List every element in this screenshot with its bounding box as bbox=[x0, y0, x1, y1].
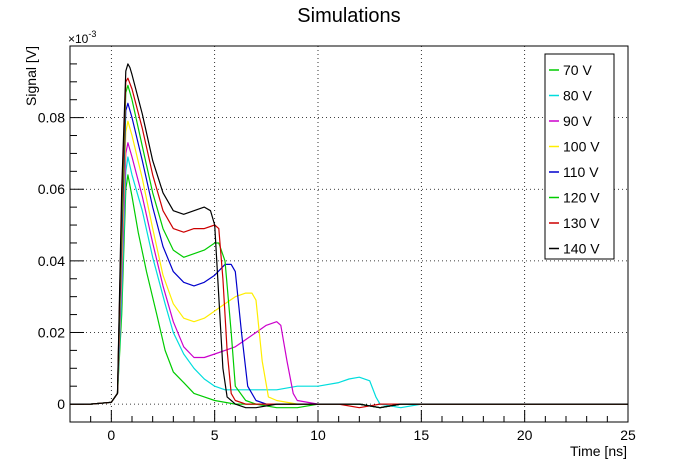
series-layer bbox=[70, 63, 628, 409]
chart-title: Simulations bbox=[297, 5, 400, 27]
plot-frame bbox=[69, 45, 629, 423]
series-line-140v bbox=[70, 63, 628, 409]
y-multiplier-exponent: -3 bbox=[88, 29, 96, 39]
y-tick-label: 0 bbox=[57, 396, 65, 412]
y-tick-label: 0.06 bbox=[38, 181, 65, 197]
legend-box bbox=[544, 53, 615, 260]
x-tick-label: 0 bbox=[107, 427, 115, 443]
y-tick-label: 0.02 bbox=[38, 324, 65, 340]
legend-label-130v: 130 V bbox=[563, 215, 600, 231]
y-tick-label: 0.04 bbox=[38, 253, 65, 269]
legend-label-100v: 100 V bbox=[563, 139, 600, 155]
x-tick-label: 15 bbox=[414, 427, 430, 443]
x-tick-label: 5 bbox=[211, 427, 219, 443]
axis-ticks bbox=[69, 63, 629, 423]
y-multiplier-base: ×10 bbox=[68, 32, 89, 46]
x-tick-label: 10 bbox=[310, 427, 326, 443]
y-multiplier-label: ×10-3 bbox=[68, 29, 96, 46]
legend-label-140v: 140 V bbox=[563, 241, 600, 257]
y-tick-label: 0.08 bbox=[38, 110, 65, 126]
legend-label-120v: 120 V bbox=[563, 190, 600, 206]
x-axis-title: Time [ns] bbox=[570, 443, 627, 459]
x-tick-label: 25 bbox=[620, 427, 636, 443]
legend-label-80v: 80 V bbox=[563, 88, 592, 104]
legend-label-70v: 70 V bbox=[563, 62, 592, 78]
tick-labels: 0 5 10 15 20 25 0 0.02 0.04 0.06 0.08 bbox=[38, 110, 636, 443]
legend-label-90v: 90 V bbox=[563, 113, 592, 129]
legend: 70 V 80 V 90 V 100 V 110 V 120 V 130 V 140 V bbox=[544, 53, 615, 260]
legend-label-110v: 110 V bbox=[563, 164, 599, 180]
x-tick-label: 20 bbox=[517, 427, 533, 443]
y-axis-title: Signal [V] bbox=[23, 46, 39, 106]
